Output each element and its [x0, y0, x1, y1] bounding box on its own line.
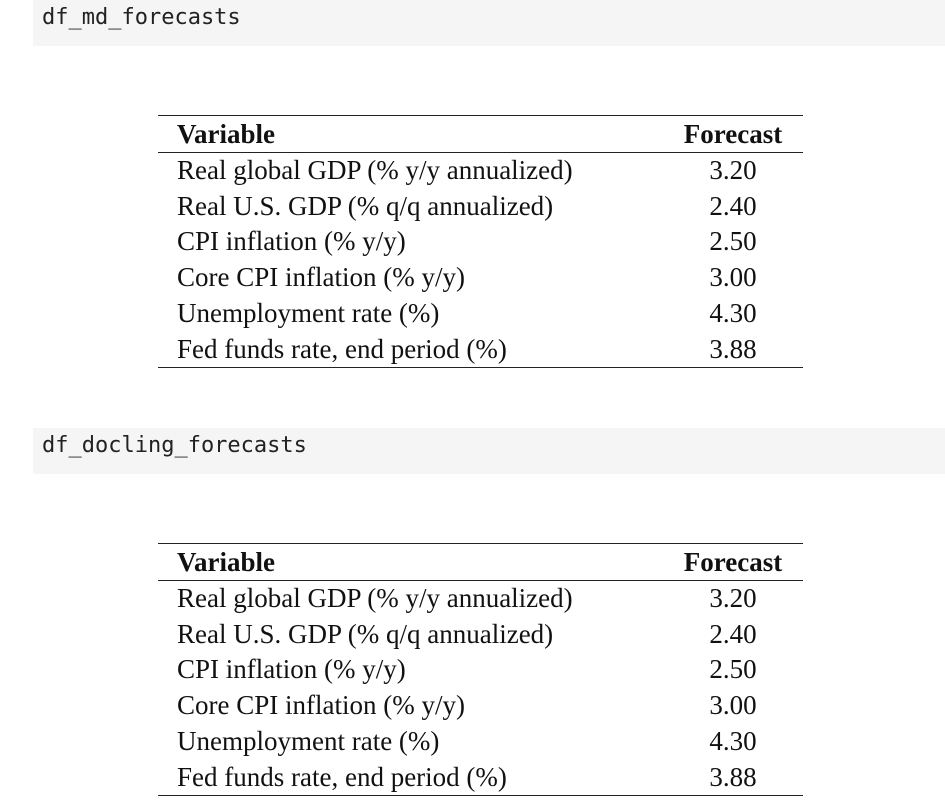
- table-row: Fed funds rate, end period (%) 3.88: [158, 760, 803, 796]
- table-row: Fed funds rate, end period (%) 3.88: [158, 332, 803, 368]
- table-row: Unemployment rate (%) 4.30: [158, 724, 803, 760]
- code-cell-text: df_docling_forecasts: [42, 433, 307, 458]
- cell-forecast: 2.40: [709, 618, 757, 649]
- table-row: Real U.S. GDP (% q/q annualized) 2.40: [158, 189, 803, 225]
- cell-variable: Fed funds rate, end period (%): [177, 333, 507, 364]
- code-cell-md-forecasts[interactable]: df_md_forecasts: [33, 0, 945, 46]
- cell-variable: Core CPI inflation (% y/y): [177, 262, 465, 293]
- cell-variable: CPI inflation (% y/y): [177, 654, 406, 685]
- cell-forecast: 4.30: [709, 297, 757, 328]
- table-row: Real global GDP (% y/y annualized) 3.20: [158, 581, 803, 617]
- cell-variable: Real U.S. GDP (% q/q annualized): [177, 190, 554, 221]
- cell-forecast: 2.40: [709, 190, 757, 221]
- table-row: Unemployment rate (%) 4.30: [158, 296, 803, 332]
- cell-variable: Unemployment rate (%): [177, 297, 440, 328]
- cell-forecast: 2.50: [709, 226, 757, 257]
- column-header-forecast: Forecast: [683, 119, 783, 149]
- code-cell-text: df_md_forecasts: [42, 5, 241, 30]
- cell-variable: Core CPI inflation (% y/y): [177, 690, 465, 721]
- cell-variable: Real U.S. GDP (% q/q annualized): [177, 618, 554, 649]
- table-row: Real global GDP (% y/y annualized) 3.20: [158, 153, 803, 189]
- cell-variable: CPI inflation (% y/y): [177, 226, 406, 257]
- table-header-row: Variable Forecast: [158, 115, 803, 153]
- table-row: CPI inflation (% y/y) 2.50: [158, 224, 803, 260]
- cell-forecast: 3.00: [709, 690, 757, 721]
- table-row: CPI inflation (% y/y) 2.50: [158, 652, 803, 688]
- table-row: Real U.S. GDP (% q/q annualized) 2.40: [158, 617, 803, 653]
- table-row: Core CPI inflation (% y/y) 3.00: [158, 260, 803, 296]
- column-header-variable: Variable: [177, 547, 276, 577]
- code-cell-docling-forecasts[interactable]: df_docling_forecasts: [33, 428, 945, 474]
- column-header-variable: Variable: [177, 119, 276, 149]
- cell-forecast: 3.20: [709, 583, 757, 613]
- cell-variable: Fed funds rate, end period (%): [177, 761, 507, 792]
- output-table-docling-forecasts: Variable Forecast Real global GDP (% y/y…: [158, 543, 803, 796]
- cell-forecast: 4.30: [709, 725, 757, 756]
- cell-forecast: 3.20: [709, 155, 757, 185]
- table-header-row: Variable Forecast: [158, 543, 803, 581]
- table-row: Core CPI inflation (% y/y) 3.00: [158, 688, 803, 724]
- cell-variable: Real global GDP (% y/y annualized): [177, 583, 573, 613]
- cell-variable: Unemployment rate (%): [177, 725, 440, 756]
- cell-variable: Real global GDP (% y/y annualized): [177, 155, 573, 185]
- cell-forecast: 3.00: [709, 262, 757, 293]
- cell-forecast: 3.88: [709, 761, 757, 792]
- cell-forecast: 3.88: [709, 333, 757, 364]
- column-header-forecast: Forecast: [683, 547, 783, 577]
- cell-forecast: 2.50: [709, 654, 757, 685]
- output-table-md-forecasts: Variable Forecast Real global GDP (% y/y…: [158, 115, 803, 368]
